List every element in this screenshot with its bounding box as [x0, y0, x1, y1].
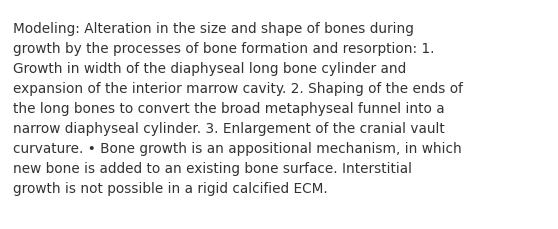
Text: Modeling: Alteration in the size and shape of bones during
growth by the process: Modeling: Alteration in the size and sha…	[13, 22, 463, 196]
